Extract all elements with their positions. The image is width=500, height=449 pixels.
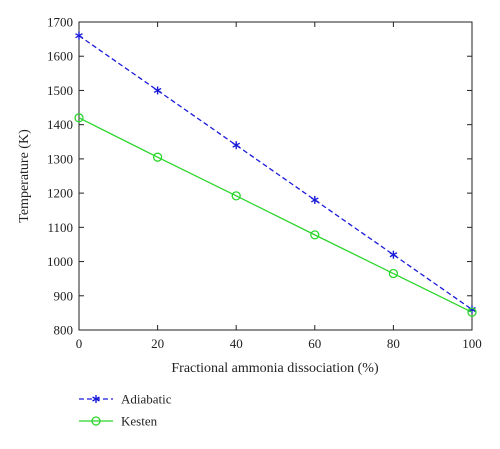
legend-label: Kesten — [121, 414, 158, 429]
y-tick-label: 1200 — [47, 186, 73, 201]
y-axis: 800 900 1000 1100 1200 1300 1400 1500 1600 1700 — [47, 15, 472, 338]
legend-item-adiabatic: Adiabatic — [79, 392, 172, 407]
legend: Adiabatic Kesten — [79, 392, 172, 429]
x-tick-label: 0 — [76, 336, 83, 351]
data-point-adiabatic — [75, 31, 83, 40]
legend-item-kesten: Kesten — [79, 414, 158, 429]
data-point-adiabatic — [310, 195, 319, 204]
y-tick-label: 800 — [54, 323, 74, 338]
data-point-kesten — [388, 268, 399, 279]
y-tick-label: 1000 — [47, 254, 73, 269]
data-point-kesten — [467, 307, 477, 317]
y-tick-label: 1100 — [47, 220, 73, 235]
y-tick-label: 900 — [54, 288, 74, 303]
y-tick-label: 1700 — [47, 15, 73, 30]
y-axis-title: Temperature (K) — [17, 129, 32, 223]
plot-frame — [78, 21, 473, 331]
legend-swatch-marker — [92, 395, 100, 403]
x-tick-label: 40 — [230, 336, 243, 351]
x-axis: 0 20 40 60 80 100 — [76, 22, 482, 351]
series-line-kesten — [78, 117, 473, 313]
data-point-adiabatic — [389, 250, 398, 259]
legend-swatch-marker — [91, 416, 101, 426]
x-axis-title: Fractional ammonia dissociation (%) — [171, 361, 379, 376]
legend-label: Adiabatic — [121, 392, 172, 407]
data-point-kesten — [74, 113, 84, 123]
x-tick-label: 100 — [462, 336, 482, 351]
y-tick-label: 1500 — [47, 83, 73, 98]
data-point-kesten — [231, 191, 241, 201]
data-point-kesten — [310, 230, 320, 240]
series-layer — [74, 31, 477, 317]
plot-area — [78, 21, 473, 331]
data-point-adiabatic — [153, 86, 162, 95]
x-tick-label: 80 — [387, 336, 400, 351]
y-tick-label: 1400 — [47, 117, 73, 132]
x-tick-label: 60 — [308, 336, 321, 351]
y-tick-label: 1600 — [47, 49, 73, 64]
y-tick-label: 1300 — [47, 151, 73, 166]
data-point-adiabatic — [232, 141, 241, 150]
data-point-kesten — [152, 152, 163, 162]
x-tick-label: 20 — [151, 336, 164, 351]
